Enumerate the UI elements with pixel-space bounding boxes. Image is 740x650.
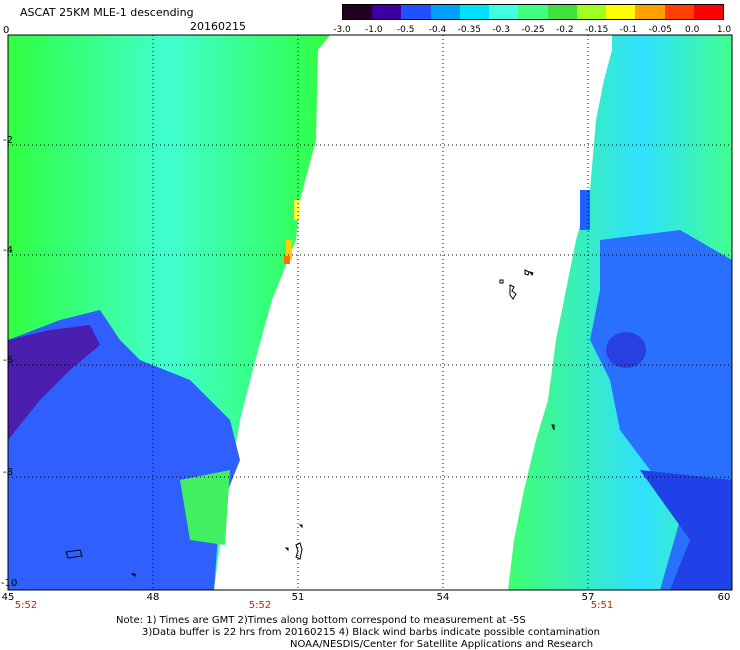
x-tick-label: 48: [146, 592, 160, 603]
colorbar-label: -0.25: [521, 25, 545, 35]
colorbar-swatch: [664, 5, 694, 19]
note-line-3: NOAA/NESDIS/Center for Satellite Applica…: [290, 639, 594, 650]
left-low-region: [8, 310, 240, 590]
left-green-patch: [180, 470, 230, 545]
colorbar-label: 1.0: [716, 25, 732, 35]
colorbar-swatch: [401, 5, 431, 19]
colorbar-swatch: [459, 5, 490, 19]
time-label-2: 5:52: [248, 600, 272, 611]
colorbar-swatch: [489, 5, 519, 19]
y-tick-label: -6: [3, 355, 13, 366]
colorbar-label: -0.2: [556, 25, 574, 35]
map-title: ASCAT 25KM MLE-1 descending: [20, 6, 194, 19]
y-tick-label: 0: [3, 25, 10, 36]
y-tick-label: -2: [3, 135, 13, 146]
right-blue-spot: [606, 332, 646, 368]
y-tick-label: -4: [3, 245, 13, 256]
colorbar-swatch: [430, 5, 460, 19]
edge-yellow-1: [294, 200, 300, 220]
colorbar-label: -0.1: [619, 25, 638, 35]
colorbar-swatch: [635, 5, 665, 19]
edge-orange-1: [284, 256, 290, 264]
colorbar-label: -0.3: [492, 25, 510, 35]
edge-yellow-2: [286, 240, 292, 260]
right-edge-blue: [580, 190, 590, 230]
colorbar-swatch: [693, 5, 724, 19]
colorbar-swatch: [606, 5, 636, 19]
colorbar-label: -0.35: [457, 25, 481, 35]
x-tick-label: 57: [581, 592, 595, 603]
colorbar-swatch: [576, 5, 607, 19]
right-deep-low: [640, 470, 732, 590]
y-tick-label: -8: [3, 467, 13, 478]
colorbar-label: 0.0: [684, 25, 700, 35]
colorbar-label: -0.15: [585, 25, 609, 35]
x-tick-label: 51: [291, 592, 305, 603]
plot-frame: [7, 34, 733, 591]
coastlines: [65, 269, 555, 577]
colorbar-swatch: [372, 5, 402, 19]
colorbar: [342, 4, 724, 20]
time-label-3: 5:51: [590, 600, 614, 611]
colorbar-swatch: [518, 5, 548, 19]
y-tick-label: -10: [1, 578, 18, 589]
x-tick-label: 54: [436, 592, 450, 603]
map-date: 20160215: [190, 20, 246, 33]
left-deep-low: [8, 325, 100, 440]
colorbar-label: -0.5: [396, 25, 415, 35]
note-line-2: 3)Data buffer is 22 hrs from 20160215 4)…: [142, 627, 600, 638]
colorbar-label: -0.4: [428, 25, 447, 35]
colorbar-swatch: [343, 5, 373, 19]
time-label-1: 5:52: [14, 600, 38, 611]
x-tick-label: 60: [717, 592, 731, 603]
colorbar-swatch: [547, 5, 577, 19]
colorbar-label: -3.0: [333, 25, 351, 35]
colorbar-label: -0.05: [648, 25, 672, 35]
note-line-1: Note: 1) Times are GMT 2)Times along bot…: [116, 615, 526, 626]
colorbar-label: -1.0: [365, 25, 383, 35]
x-tick-label: 45: [1, 592, 15, 603]
